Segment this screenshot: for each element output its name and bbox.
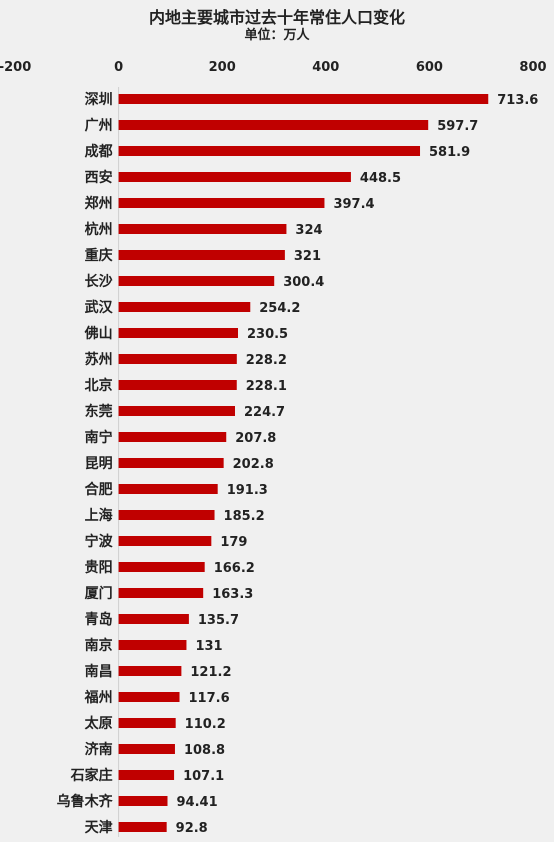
value-label: 230.5	[247, 327, 288, 342]
category-label: 杭州	[85, 221, 113, 238]
category-label: 武汉	[85, 299, 114, 316]
value-label: 185.2	[224, 509, 265, 524]
bar	[118, 224, 287, 234]
bar	[118, 172, 351, 182]
value-label: 324	[295, 223, 322, 238]
value-label: 224.7	[244, 405, 285, 420]
value-label: 207.8	[235, 431, 276, 446]
bar	[118, 328, 238, 338]
bar	[118, 250, 285, 260]
category-label: 济南	[85, 741, 113, 758]
category-label: 深圳	[85, 91, 113, 108]
value-label: 179	[220, 535, 247, 550]
x-tick-label: -200	[0, 60, 31, 75]
value-label: 228.2	[246, 353, 287, 368]
value-label: 135.7	[198, 613, 239, 628]
bar	[118, 302, 251, 312]
value-label: 202.8	[233, 457, 274, 472]
bar	[118, 536, 212, 546]
bar	[118, 744, 175, 754]
bar	[118, 354, 237, 364]
value-label: 121.2	[190, 665, 231, 680]
x-axis-ticks: -200 0 200 400 600 800	[0, 60, 547, 75]
value-label: 228.1	[246, 379, 287, 394]
value-label: 92.8	[176, 821, 208, 836]
category-label: 昆明	[85, 456, 113, 472]
category-label: 苏州	[85, 351, 113, 368]
category-label: 西安	[85, 169, 113, 186]
value-label: 300.4	[283, 275, 324, 290]
value-label: 166.2	[214, 561, 255, 576]
bar	[118, 640, 187, 650]
bar	[118, 770, 175, 780]
category-label: 福州	[84, 689, 113, 706]
bar	[118, 406, 235, 416]
value-label: 107.1	[183, 769, 224, 784]
bar	[118, 718, 176, 728]
category-label: 青岛	[85, 611, 113, 628]
bar	[118, 510, 215, 520]
value-label: 321	[294, 249, 321, 264]
bar	[118, 120, 429, 130]
x-tick-label: 0	[114, 60, 123, 75]
bar	[118, 432, 227, 442]
chart-subtitle: 单位：万人	[244, 28, 310, 43]
x-tick-label: 600	[416, 60, 443, 75]
bar	[118, 380, 237, 390]
chart-title: 内地主要城市过去十年常住人口变化	[148, 8, 405, 27]
category-label: 郑州	[85, 195, 113, 212]
category-label: 长沙	[85, 273, 113, 290]
category-label: 北京	[85, 377, 113, 394]
category-label: 南京	[85, 637, 113, 654]
category-label: 宁波	[85, 533, 114, 550]
value-label: 131	[195, 639, 222, 654]
bar	[118, 692, 180, 702]
category-label: 广州	[85, 117, 113, 134]
x-tick-label: 800	[519, 60, 546, 75]
bar	[118, 796, 168, 806]
bar	[118, 484, 218, 494]
category-label: 太原	[85, 715, 113, 732]
category-label: 石家庄	[70, 767, 113, 784]
value-label: 117.6	[189, 691, 230, 706]
bar	[118, 458, 224, 468]
category-label: 贵阳	[85, 559, 113, 576]
bar	[118, 198, 325, 208]
x-tick-label: 200	[209, 60, 236, 75]
bar	[118, 666, 182, 676]
category-label: 上海	[85, 507, 113, 524]
bar	[118, 588, 204, 598]
value-label: 108.8	[184, 743, 225, 758]
category-label: 厦门	[85, 585, 113, 602]
bar	[118, 146, 421, 156]
bar	[118, 614, 189, 624]
value-label: 254.2	[259, 301, 300, 316]
value-label: 448.5	[360, 171, 401, 186]
value-label: 191.3	[227, 483, 268, 498]
value-label: 597.7	[437, 119, 478, 134]
category-label: 乌鲁木齐	[57, 793, 114, 810]
category-label: 合肥	[85, 481, 113, 498]
bar	[118, 822, 167, 832]
category-label: 佛山	[84, 325, 113, 342]
category-label: 重庆	[85, 247, 113, 264]
value-label: 94.41	[177, 795, 218, 810]
category-label: 南宁	[85, 429, 113, 446]
bar	[118, 276, 275, 286]
value-label: 110.2	[185, 717, 226, 732]
value-label: 713.6	[497, 93, 538, 108]
category-label: 南昌	[85, 663, 113, 680]
value-label: 163.3	[212, 587, 253, 602]
bar	[118, 94, 489, 104]
category-label: 成都	[85, 143, 113, 160]
value-label: 397.4	[333, 197, 374, 212]
x-tick-label: 400	[312, 60, 339, 75]
bars-group: 深圳 713.6 广州 597.7 成都 581.9 西安 448.5 郑州 397.4 杭州 324…	[57, 91, 539, 836]
category-label: 天津	[85, 819, 113, 836]
value-label: 581.9	[429, 145, 470, 160]
category-label: 东莞	[85, 403, 113, 420]
bar	[118, 562, 205, 572]
